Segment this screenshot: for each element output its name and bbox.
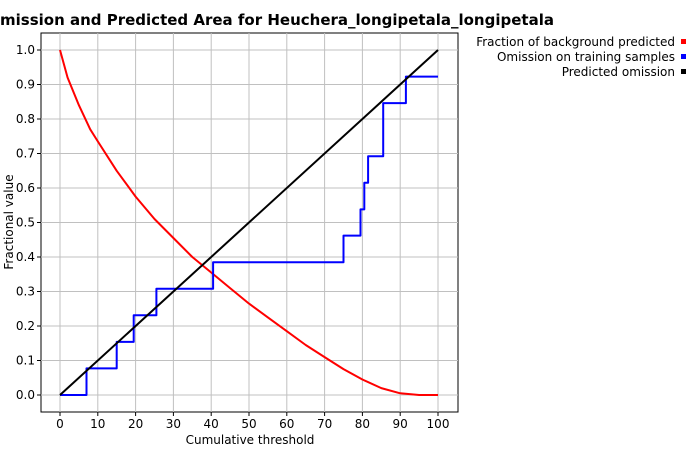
x-tick-label: 100 — [427, 417, 450, 431]
legend-item-training-omission-swatch — [681, 54, 686, 59]
x-tick-label: 10 — [90, 417, 105, 431]
y-tick-label: 1.0 — [16, 43, 35, 57]
grid — [41, 33, 458, 412]
legend-item-background-swatch — [681, 39, 686, 44]
y-axis: 0.0 0.1 0.2 0.3 0.4 0.5 0.6 0.7 0.8 0.9 1.0 — [16, 43, 41, 402]
x-tick-label: 40 — [204, 417, 219, 431]
x-tick-label: 90 — [393, 417, 408, 431]
y-tick-label: 0.0 — [16, 388, 35, 402]
y-tick-label: 0.2 — [16, 319, 35, 333]
legend-item-training-omission-label: Omission on training samples — [497, 50, 675, 64]
y-tick-label: 0.3 — [16, 285, 35, 299]
y-tick-label: 0.7 — [16, 147, 35, 161]
x-axis-label: Cumulative threshold — [186, 433, 315, 447]
legend-item-background-label: Fraction of background predicted — [476, 35, 675, 49]
predicted-omission-line — [59, 49, 439, 396]
x-tick-label: 60 — [279, 417, 294, 431]
y-tick-label: 0.9 — [16, 78, 35, 92]
x-tick-label: 50 — [241, 417, 256, 431]
legend-item-predicted-omission-swatch — [681, 69, 686, 74]
chart-title: mission and Predicted Area for Heuchera_… — [0, 11, 554, 29]
y-axis-label: Fractional value — [2, 174, 16, 269]
x-tick-label: 80 — [355, 417, 370, 431]
background-predicted-line — [59, 49, 438, 396]
x-tick-label: 70 — [317, 417, 332, 431]
series-layer — [59, 49, 439, 396]
x-tick-label: 20 — [128, 417, 143, 431]
y-tick-label: 0.4 — [16, 250, 35, 264]
y-tick-label: 0.6 — [16, 181, 35, 195]
x-tick-label: 0 — [56, 417, 64, 431]
legend-item-predicted-omission-label: Predicted omission — [562, 65, 675, 79]
x-axis: 0 10 20 30 40 50 60 70 80 90 100 — [56, 412, 449, 431]
y-tick-label: 0.1 — [16, 354, 35, 368]
training-omission-line — [60, 75, 438, 396]
legend: Fraction of background predictedOmission… — [476, 35, 686, 79]
y-tick-label: 0.8 — [16, 112, 35, 126]
y-tick-label: 0.5 — [16, 216, 35, 230]
x-tick-label: 30 — [166, 417, 181, 431]
